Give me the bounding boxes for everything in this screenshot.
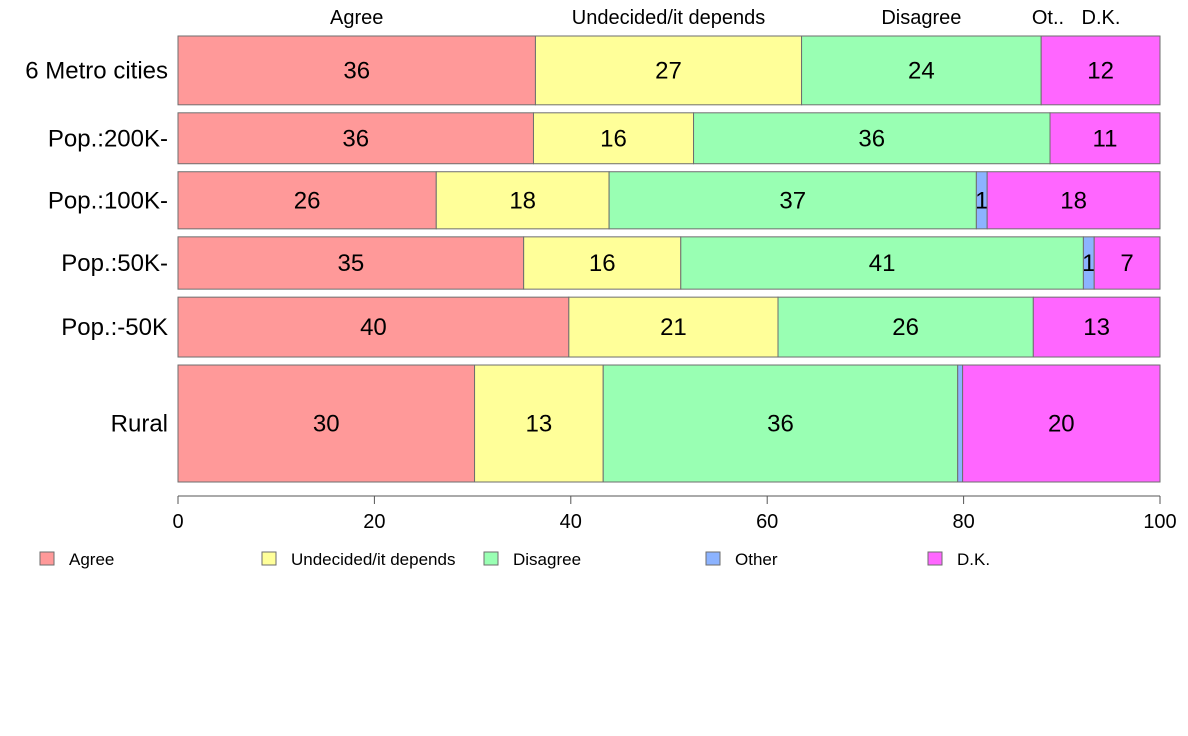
data-label: 20 <box>1048 411 1075 438</box>
bar-segment-1-3 <box>801 35 1042 106</box>
bar-segment-5-2 <box>568 296 779 358</box>
bar-segment-5-1 <box>177 296 570 358</box>
category-label: 6 Metro cities <box>25 57 168 84</box>
bar-segment-2-2 <box>532 112 695 165</box>
data-label: 37 <box>779 187 806 214</box>
column-header: Agree <box>330 7 383 29</box>
legend-swatch <box>705 551 721 566</box>
data-label: 36 <box>343 57 370 84</box>
category-label: Rural <box>111 411 168 438</box>
bar-segment-3-2 <box>435 171 610 230</box>
column-header: Ot.. <box>1032 7 1064 29</box>
column-header: Undecided/it depends <box>572 7 765 29</box>
bar-segment-4-2 <box>523 236 682 290</box>
legend-swatch <box>927 551 943 566</box>
data-label: 24 <box>908 57 935 84</box>
legend-swatch <box>483 551 499 566</box>
x-tick-label: 0 <box>172 511 183 533</box>
bar-segment-6-2 <box>474 364 604 483</box>
legend-label: Agree <box>69 550 114 569</box>
data-label: 26 <box>294 187 321 214</box>
column-header: D.K. <box>1082 7 1121 29</box>
x-tick-label: 100 <box>1143 511 1176 533</box>
data-label: 1 <box>1082 250 1095 277</box>
data-label: 41 <box>869 250 896 277</box>
bar-segment-5-5 <box>1032 296 1161 358</box>
data-label: 13 <box>526 411 553 438</box>
data-label: 12 <box>1087 57 1114 84</box>
legend-label: Disagree <box>513 550 581 569</box>
data-label: 16 <box>600 125 627 152</box>
x-tick-label: 40 <box>560 511 582 533</box>
data-label: 13 <box>1083 314 1110 341</box>
bar-segment-1-5 <box>1040 35 1161 106</box>
category-label: Pop.:50K- <box>61 250 168 277</box>
bar-segment-1-1 <box>177 35 536 106</box>
data-label: 30 <box>313 411 340 438</box>
bar-segment-6-4 <box>957 364 964 483</box>
legend-swatch <box>39 551 55 566</box>
data-label: 18 <box>509 187 536 214</box>
data-label: 16 <box>589 250 616 277</box>
x-tick-label: 80 <box>952 511 974 533</box>
category-label: Pop.:200K- <box>48 125 168 152</box>
data-label: 26 <box>892 314 919 341</box>
data-label: 36 <box>858 125 885 152</box>
category-label: Pop.:100K- <box>48 187 168 214</box>
bar-segment-6-5 <box>962 364 1161 483</box>
bar-segment-1-2 <box>534 35 803 106</box>
bar-segment-2-3 <box>693 112 1051 165</box>
category-label: Pop.:-50K <box>61 314 168 341</box>
column-header: Disagree <box>881 7 961 29</box>
bar-segment-4-1 <box>177 236 525 290</box>
bar-segment-2-1 <box>177 112 534 165</box>
bar-segment-5-3 <box>777 296 1034 358</box>
bar-segment-6-1 <box>177 364 476 483</box>
bar-segment-3-5 <box>986 171 1161 230</box>
data-label: 35 <box>337 250 364 277</box>
legend-swatch <box>261 551 277 566</box>
bar-segment-4-3 <box>680 236 1084 290</box>
bar-segment-2-5 <box>1049 112 1161 165</box>
data-label: 7 <box>1120 250 1133 277</box>
x-tick-label: 60 <box>756 511 778 533</box>
data-label: 18 <box>1060 187 1087 214</box>
data-label: 27 <box>655 57 682 84</box>
data-label: 40 <box>360 314 387 341</box>
x-tick-label: 20 <box>363 511 385 533</box>
bar-segment-6-3 <box>602 364 959 483</box>
data-label: 21 <box>660 314 687 341</box>
legend-label: D.K. <box>957 550 990 569</box>
legend-label: Other <box>735 550 778 569</box>
data-label: 36 <box>342 125 369 152</box>
data-label: 36 <box>767 411 794 438</box>
legend-label: Undecided/it depends <box>291 550 455 569</box>
data-label: 11 <box>1093 125 1118 152</box>
bar-segment-3-1 <box>177 171 437 230</box>
data-label: 1 <box>975 187 988 214</box>
bar-segment-4-5 <box>1093 236 1161 290</box>
